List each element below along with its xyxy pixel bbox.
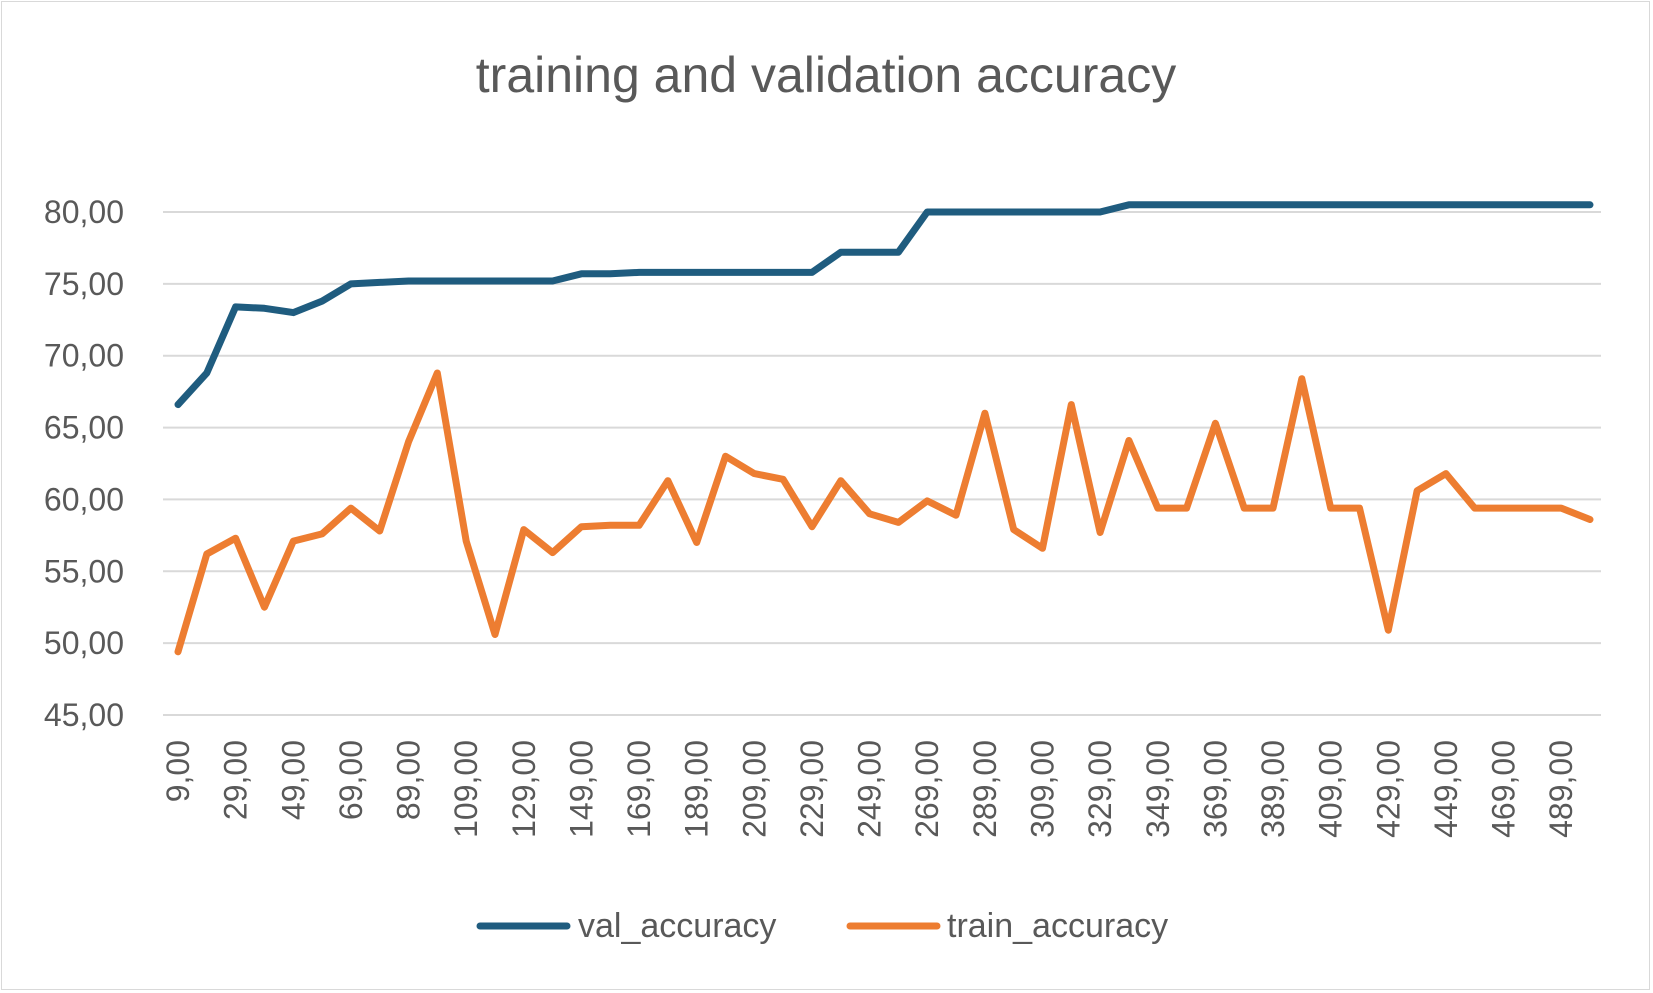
x-tick-label: 349,00 xyxy=(1140,740,1176,838)
x-tick-label: 209,00 xyxy=(736,740,772,838)
x-tick-label: 169,00 xyxy=(621,740,657,838)
series-line-val_accuracy xyxy=(174,201,1594,409)
y-tick-label: 50,00 xyxy=(44,625,124,661)
x-tick-label: 429,00 xyxy=(1370,740,1406,838)
x-tick-label: 9,00 xyxy=(160,740,196,802)
y-axis: 45,00 50,00 55,00 60,00 65,00 70,00 75,00 80,00 xyxy=(44,194,124,733)
x-tick-label: 49,00 xyxy=(275,740,311,820)
series-lines xyxy=(174,201,1594,656)
x-tick-label: 389,00 xyxy=(1255,740,1291,838)
x-tick-label: 129,00 xyxy=(506,740,542,838)
series-line-train_accuracy xyxy=(174,369,1594,656)
x-tick-label: 29,00 xyxy=(218,740,254,820)
x-tick-label: 309,00 xyxy=(1024,740,1060,838)
y-tick-label: 65,00 xyxy=(44,410,124,446)
chart-title: training and validation accuracy xyxy=(476,47,1176,103)
x-tick-label: 269,00 xyxy=(909,740,945,838)
x-tick-label: 289,00 xyxy=(967,740,1003,838)
y-tick-label: 80,00 xyxy=(44,194,124,230)
x-tick-label: 109,00 xyxy=(448,740,484,838)
x-tick-label: 89,00 xyxy=(391,740,427,820)
gridlines xyxy=(163,211,1601,716)
y-tick-label: 45,00 xyxy=(44,697,124,733)
x-tick-label: 469,00 xyxy=(1486,740,1522,838)
x-tick-label: 409,00 xyxy=(1313,740,1349,838)
legend: val_accuracy train_accuracy xyxy=(476,907,1168,945)
legend-label-val_accuracy: val_accuracy xyxy=(578,907,776,945)
x-tick-label: 329,00 xyxy=(1082,740,1118,838)
x-tick-label: 189,00 xyxy=(679,740,715,838)
legend-label-train_accuracy: train_accuracy xyxy=(947,907,1168,945)
x-tick-label: 149,00 xyxy=(563,740,599,838)
x-tick-label: 249,00 xyxy=(852,740,888,838)
x-tick-label: 229,00 xyxy=(794,740,830,838)
y-tick-label: 60,00 xyxy=(44,481,124,517)
x-tick-label: 69,00 xyxy=(333,740,369,820)
x-tick-label: 489,00 xyxy=(1543,740,1579,838)
y-tick-label: 55,00 xyxy=(44,553,124,589)
y-tick-label: 75,00 xyxy=(44,266,124,302)
x-tick-label: 449,00 xyxy=(1428,740,1464,838)
x-axis: 9,00 29,00 49,00 69,00 89,00 109,00 129,00 149,… xyxy=(160,740,1579,838)
y-tick-label: 70,00 xyxy=(44,338,124,374)
x-tick-label: 369,00 xyxy=(1197,740,1233,838)
